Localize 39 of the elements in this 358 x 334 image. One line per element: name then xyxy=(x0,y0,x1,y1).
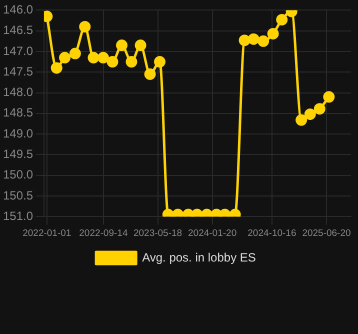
point xyxy=(238,34,250,46)
point xyxy=(59,52,71,64)
point xyxy=(248,33,260,45)
x-tick-label: 2023-05-18 xyxy=(133,228,182,239)
point xyxy=(276,14,288,26)
y-tick-label: 149.0 xyxy=(3,126,34,140)
point xyxy=(69,48,81,60)
legend-label: Avg. pos. in lobby ES xyxy=(142,250,256,264)
point xyxy=(304,108,316,120)
point xyxy=(126,56,138,68)
x-tick-label: 2025-06-20 xyxy=(302,228,351,239)
x-tick-label: 2024-10-16 xyxy=(248,228,296,239)
y-tick-label: 146.0 xyxy=(3,2,34,17)
point xyxy=(144,68,156,80)
point xyxy=(97,52,109,64)
point xyxy=(258,35,270,47)
y-tick-label: 147.0 xyxy=(3,44,34,58)
y-tick-label: 149.5 xyxy=(3,146,34,161)
point xyxy=(79,20,91,32)
point xyxy=(116,40,128,52)
point xyxy=(106,56,118,68)
point xyxy=(50,62,62,74)
x-tick-label: 2022-09-14 xyxy=(79,228,128,239)
y-tick-label: 150.0 xyxy=(3,168,34,182)
y-tick-label: 148.0 xyxy=(3,85,34,100)
point xyxy=(88,52,100,64)
y-tick-label: 146.5 xyxy=(3,23,34,38)
point xyxy=(267,28,279,40)
point xyxy=(296,114,308,126)
y-tick-label: 150.5 xyxy=(3,188,34,202)
point xyxy=(314,103,326,115)
y-tick-label: 151.0 xyxy=(3,208,34,223)
x-tick-label: 2022-01-01 xyxy=(22,228,72,239)
point xyxy=(134,40,146,52)
x-tick-label: 2024-01-20 xyxy=(188,228,237,239)
point xyxy=(323,91,335,103)
y-tick-label: 147.5 xyxy=(3,64,34,78)
y-tick-label: 148.5 xyxy=(3,106,34,120)
point xyxy=(154,56,166,68)
